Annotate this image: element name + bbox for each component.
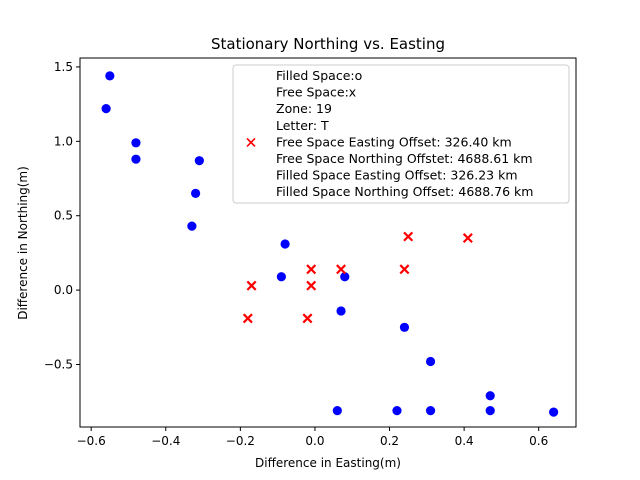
filled-space-point — [276, 272, 286, 282]
x-axis: −0.6 −0.4 −0.2 0.0 0.2 0.4 0.6 — [77, 427, 548, 448]
free-space-point — [399, 264, 410, 275]
legend-marker-x — [246, 137, 256, 147]
y-axis-label: Difference in Northing(m) — [16, 166, 30, 320]
legend-entry: Free Space:x — [276, 85, 356, 100]
legend-entry: Filled Space Easting Offset: 326.23 km — [276, 168, 518, 183]
filled-space-point — [485, 391, 495, 401]
filled-space-point — [425, 406, 436, 416]
free-space-point — [462, 233, 473, 244]
filled-space-point — [392, 406, 402, 416]
filled-space-point — [280, 239, 290, 249]
chart-title: Stationary Northing vs. Easting — [211, 35, 445, 53]
filled-space-point — [485, 406, 495, 416]
plot-area — [101, 71, 559, 417]
axes-frame — [79, 57, 577, 428]
free-space-point — [242, 313, 253, 324]
filled-space-point — [336, 306, 346, 316]
free-space-point — [336, 264, 347, 275]
legend-entry: Free Space Northing Offstet: 4688.61 km — [276, 151, 533, 166]
free-space-point — [302, 313, 313, 324]
filled-space-point — [131, 138, 141, 148]
filled-space-point — [191, 188, 201, 198]
filled-space-point — [425, 356, 436, 367]
filled-space-point — [187, 221, 197, 231]
filled-space-point — [105, 71, 115, 81]
free-space-point — [306, 264, 317, 275]
y-tick-label: 0.0 — [54, 283, 73, 297]
filled-space-point — [194, 156, 204, 166]
x-tick-label: 0.2 — [380, 434, 399, 448]
y-tick-label: −0.5 — [44, 358, 73, 372]
legend-box — [232, 64, 570, 204]
x-tick-label: −0.2 — [226, 434, 255, 448]
y-tick-label: 0.5 — [54, 209, 73, 223]
x-tick-label: 0.4 — [455, 434, 474, 448]
filled-space-point — [131, 154, 141, 164]
x-tick-label: 0.0 — [305, 434, 324, 448]
free-space-point — [403, 231, 414, 242]
x-axis-label: Difference in Easting(m) — [255, 456, 401, 470]
filled-space-point — [399, 322, 410, 332]
legend-entry: Filled Space Northing Offset: 4688.76 km — [276, 184, 533, 199]
x-tick-label: 0.6 — [529, 434, 548, 448]
legend-entry: Zone: 19 — [276, 101, 332, 116]
x-tick-label: −0.4 — [151, 434, 180, 448]
free-space-point — [306, 280, 317, 291]
filled-space-point — [101, 103, 111, 114]
filled-space-point — [549, 407, 559, 417]
legend-entry: Free Space Easting Offset: 326.40 km — [276, 134, 512, 149]
y-tick-label: 1.5 — [54, 60, 73, 74]
x-tick-label: −0.6 — [77, 434, 106, 448]
y-tick-label: 1.0 — [54, 134, 73, 148]
legend-entry: Filled Space:o — [276, 68, 362, 83]
filled-space-point — [340, 272, 350, 282]
filled-space-point — [332, 406, 342, 416]
free-space-point — [246, 280, 257, 291]
legend-entry: Letter: T — [276, 118, 329, 133]
y-axis: −0.5 0.0 0.5 1.0 1.5 — [44, 60, 80, 372]
